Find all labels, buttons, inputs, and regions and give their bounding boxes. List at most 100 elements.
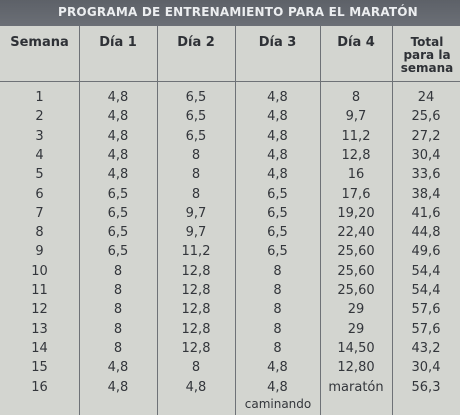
header-total: Total para la semana xyxy=(400,35,454,75)
cell-dia-3: 4,8 xyxy=(267,380,288,395)
cell-total: 27,2 xyxy=(411,129,441,144)
cell-semana: 12 xyxy=(31,302,48,317)
cell-dia-4: 25,60 xyxy=(337,264,375,279)
table-row: 10 8 12,8 8 25,60 54,4 xyxy=(0,262,460,282)
table-row: 5 4,8 8 4,8 16 33,6 xyxy=(0,165,460,185)
cell-total: 56,3 xyxy=(411,380,441,395)
cell-total: 30,4 xyxy=(411,148,441,163)
cell-dia-3: 8 xyxy=(273,283,282,298)
cell-semana: 13 xyxy=(31,322,48,337)
header-semana: Semana xyxy=(10,35,69,50)
cell-dia-2: 9,7 xyxy=(185,206,207,221)
cell-dia-1: 4,8 xyxy=(107,129,129,144)
cell-total: 57,6 xyxy=(411,322,441,337)
cell-dia-2: 8 xyxy=(191,360,201,375)
cell-total: 41,6 xyxy=(411,206,441,221)
cell-dia-4: 25,60 xyxy=(337,244,375,259)
cell-semana: 10 xyxy=(31,264,48,279)
table-row: 9 6,5 11,2 6,5 25,60 49,6 xyxy=(0,242,460,262)
column-divider xyxy=(392,26,393,415)
header-dia-4: Día 4 xyxy=(337,35,375,50)
cell-dia-1: 6,5 xyxy=(107,187,129,202)
cell-total: 54,4 xyxy=(411,283,441,298)
table-row: 7 6,5 9,7 6,5 19,20 41,6 xyxy=(0,204,460,224)
cell-dia-1: 6,5 xyxy=(107,244,129,259)
cell-dia-4: 9,7 xyxy=(345,109,367,124)
cell-total: 57,6 xyxy=(411,302,441,317)
cell-dia-1: 6,5 xyxy=(107,225,129,240)
cell-dia-4: 12,80 xyxy=(337,360,375,375)
cell-dia-2: 6,5 xyxy=(185,129,207,144)
cell-dia-2: 6,5 xyxy=(185,90,207,105)
table-row: 15 4,8 8 4,8 12,80 30,4 xyxy=(0,358,460,378)
cell-total: 44,8 xyxy=(411,225,441,240)
cell-dia-3: 8 xyxy=(273,264,282,279)
cell-dia-1: 4,8 xyxy=(107,360,129,375)
cell-dia-1: 4,8 xyxy=(107,380,129,395)
cell-total: 25,6 xyxy=(411,109,441,124)
column-divider xyxy=(320,26,321,415)
cell-semana: 9 xyxy=(35,244,44,259)
cell-dia-4: 16 xyxy=(347,167,365,182)
cell-dia-2: 4,8 xyxy=(185,380,207,395)
cell-dia-4: maratón xyxy=(328,380,384,395)
table-row: 13 8 12,8 8 29 57,6 xyxy=(0,320,460,340)
cell-semana: 15 xyxy=(31,360,48,375)
cell-dia-2: 12,8 xyxy=(181,322,211,337)
cell-dia-3: 6,5 xyxy=(267,244,288,259)
cell-dia-4: 29 xyxy=(347,322,365,337)
cell-dia-2: 12,8 xyxy=(181,264,211,279)
cell-dia-3: 4,8 xyxy=(267,167,288,182)
cell-dia-3: 4,8 xyxy=(267,129,288,144)
cell-dia-3: 8 xyxy=(273,341,282,356)
table-title: PROGRAMA DE ENTRENAMIENTO PARA EL MARATÓ… xyxy=(58,5,418,19)
cell-dia-3: 6,5 xyxy=(267,225,288,240)
cell-dia-2: 8 xyxy=(191,167,201,182)
cell-dia-1: 4,8 xyxy=(107,109,129,124)
cell-dia-1: 4,8 xyxy=(107,148,129,163)
cell-dia-1: 4,8 xyxy=(107,90,129,105)
cell-semana: 8 xyxy=(35,225,44,240)
table-row: 3 4,8 6,5 4,8 11,2 27,2 xyxy=(0,127,460,147)
cell-dia-4: 12,8 xyxy=(341,148,371,163)
cell-dia-1: 6,5 xyxy=(107,206,129,221)
cell-dia-3: 4,8 xyxy=(267,109,288,124)
cell-dia-4: 19,20 xyxy=(337,206,375,221)
cell-dia-4: 29 xyxy=(347,302,365,317)
cell-semana: 4 xyxy=(35,148,44,163)
cell-dia-2: 12,8 xyxy=(181,302,211,317)
cell-semana: 5 xyxy=(35,167,44,182)
table-row: 11 8 12,8 8 25,60 54,4 xyxy=(0,281,460,301)
cell-total: 54,4 xyxy=(411,264,441,279)
cell-semana: 14 xyxy=(31,341,48,356)
cell-dia-3: 4,8 xyxy=(267,90,288,105)
cell-dia-4: 17,6 xyxy=(341,187,371,202)
cell-dia-3: 8 xyxy=(273,322,282,337)
column-divider xyxy=(157,26,158,415)
table-row: 4 4,8 8 4,8 12,8 30,4 xyxy=(0,146,460,166)
header-dia-3: Día 3 xyxy=(258,35,297,50)
cell-dia-3: 4,8 xyxy=(267,148,288,163)
cell-dia-2: 6,5 xyxy=(185,109,207,124)
header-dia-1: Día 1 xyxy=(99,35,137,50)
cell-total: 49,6 xyxy=(411,244,441,259)
column-divider xyxy=(235,26,236,415)
cell-dia-2: 9,7 xyxy=(185,225,207,240)
header-divider xyxy=(0,81,460,82)
cell-semana: 16 xyxy=(31,380,48,395)
footnote-caminando: caminando xyxy=(244,397,312,411)
cell-dia-1: 8 xyxy=(113,341,123,356)
cell-dia-2: 8 xyxy=(191,148,201,163)
cell-dia-4: 11,2 xyxy=(341,129,371,144)
cell-total: 43,2 xyxy=(411,341,441,356)
cell-dia-1: 8 xyxy=(113,322,123,337)
cell-semana: 7 xyxy=(35,206,44,221)
cell-total: 33,6 xyxy=(411,167,441,182)
cell-dia-4: 14,50 xyxy=(337,341,375,356)
cell-dia-1: 8 xyxy=(113,302,123,317)
table-row: 14 8 12,8 8 14,50 43,2 xyxy=(0,339,460,359)
cell-dia-1: 8 xyxy=(113,264,123,279)
cell-dia-2: 11,2 xyxy=(181,244,211,259)
cell-semana: 2 xyxy=(35,109,44,124)
cell-semana: 3 xyxy=(35,129,44,144)
